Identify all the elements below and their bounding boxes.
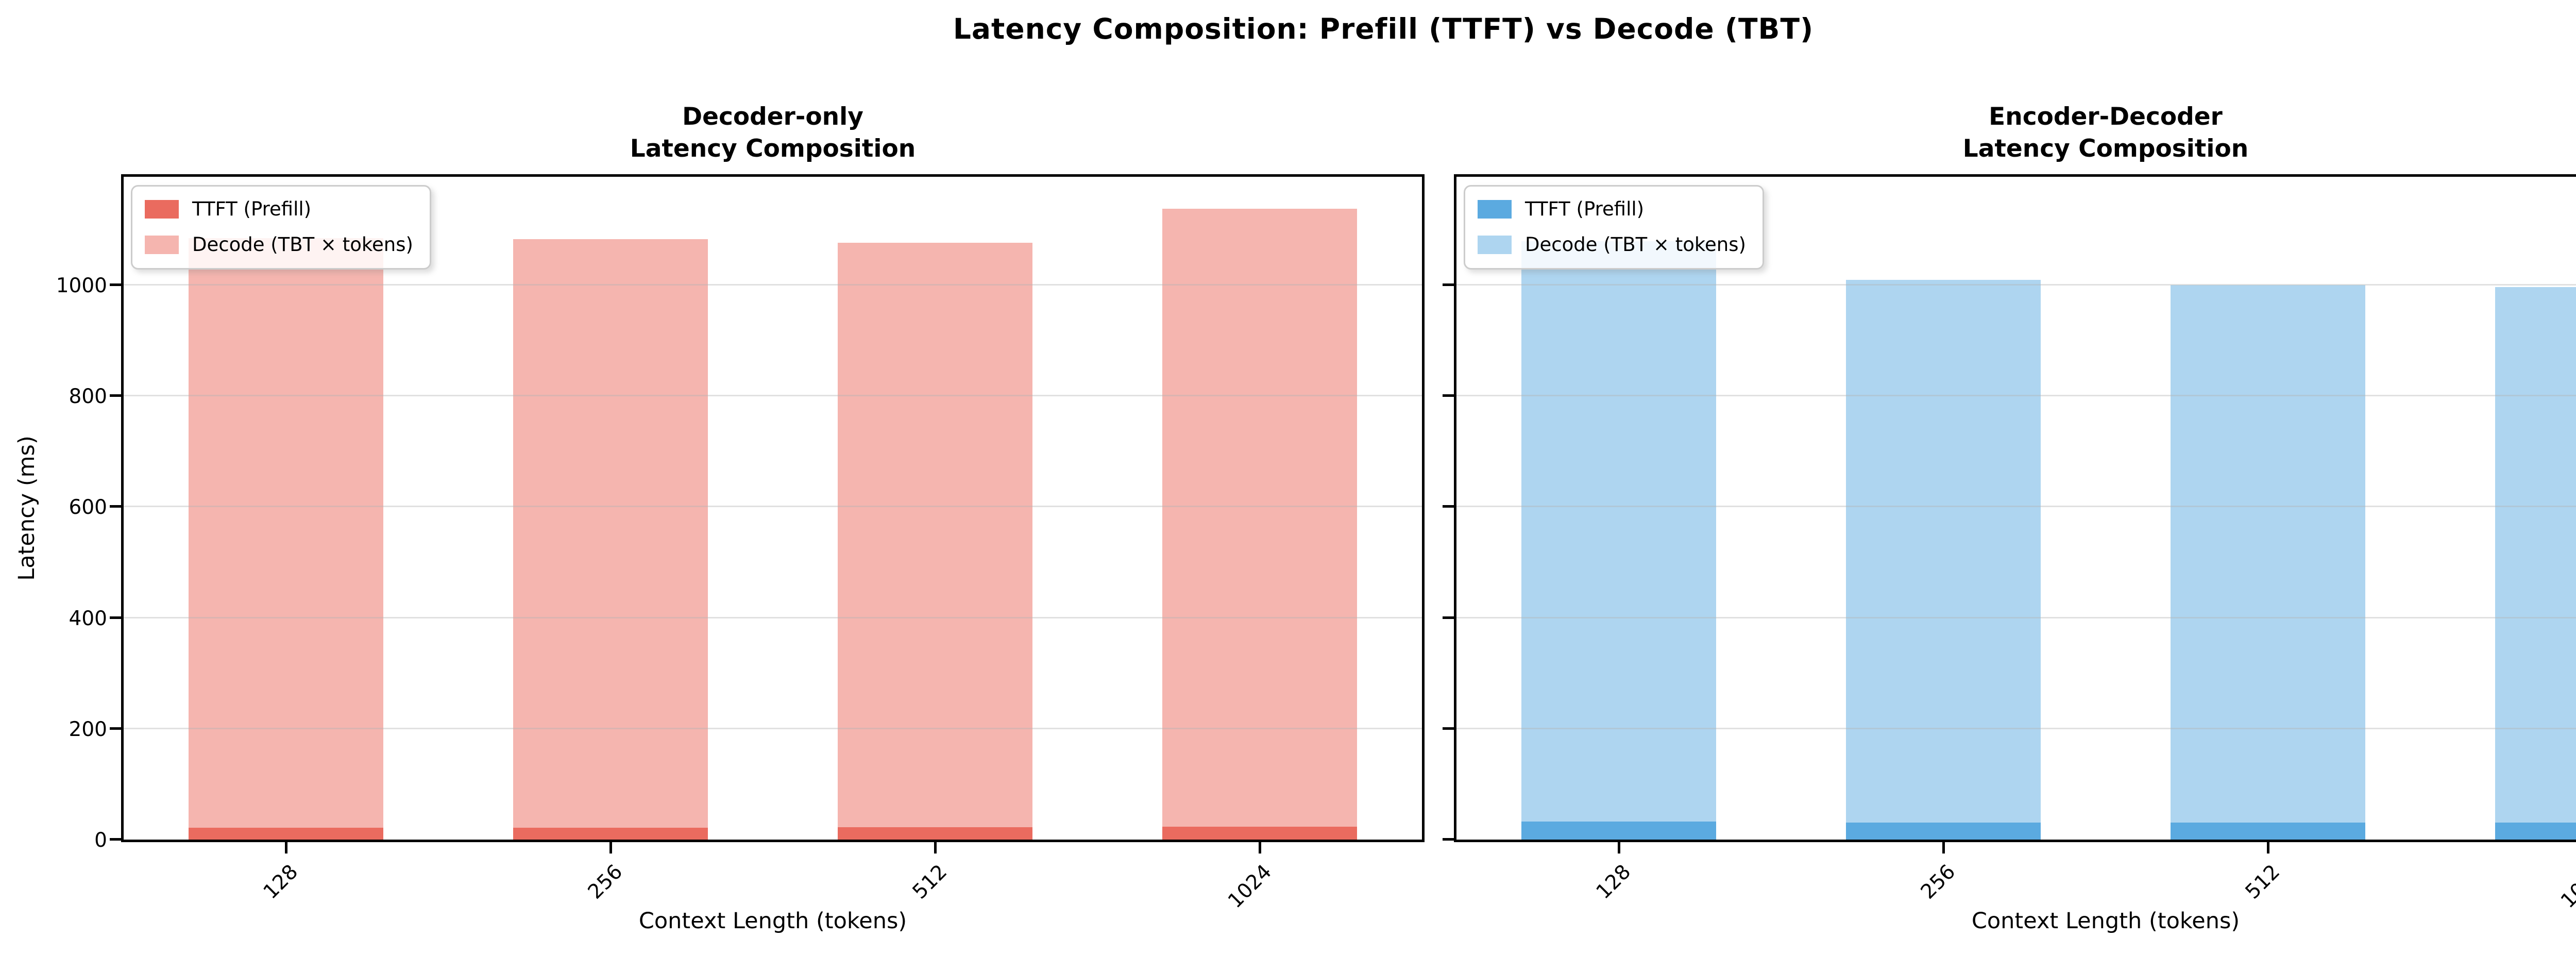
ttft-bar-segment: [1162, 827, 1357, 840]
subplot-title-encoder-decoder: Encoder-Decoder Latency Composition: [1962, 103, 2249, 163]
y-tick-label: 200: [69, 717, 107, 741]
decode-bar-segment: [1521, 241, 1716, 822]
legend-row: Decode (TBT × tokens): [145, 233, 413, 256]
decode-bar-segment: [2495, 287, 2576, 823]
ttft-bar-segment: [2171, 822, 2365, 840]
encoder-decoder-plot-area: TTFT (Prefill) Decode (TBT × tokens) 128…: [1443, 174, 2576, 913]
y-tick-mark: [110, 505, 121, 508]
y-tick-mark: [1443, 616, 1454, 619]
y-tick-label: 0: [94, 829, 107, 852]
x-tick-mark: [2267, 842, 2269, 853]
x-tick-mark: [1618, 842, 1620, 853]
decode-legend-swatch: [145, 235, 179, 254]
y-tick-mark: [110, 838, 121, 841]
x-tick-label: 1024: [2556, 860, 2576, 913]
x-tick-mark: [1259, 842, 1261, 853]
decoder-only-plot-area: TTFT (Prefill) Decode (TBT × tokens) 128…: [56, 174, 1425, 913]
ttft-legend-swatch: [145, 199, 179, 219]
decode-bar-segment: [1846, 280, 2041, 823]
decode-bar-segment: [1162, 209, 1357, 827]
y-tick-mark: [110, 283, 121, 286]
y-tick-mark: [1443, 394, 1454, 397]
x-tick-mark: [609, 842, 612, 853]
ttft-legend-label: TTFT (Prefill): [1525, 198, 1645, 220]
ttft-legend-label: TTFT (Prefill): [192, 198, 312, 220]
ttft-bar-segment: [189, 828, 383, 840]
legend-row: TTFT (Prefill): [145, 198, 413, 220]
decode-bar-segment: [189, 238, 383, 828]
ttft-bar-segment: [513, 828, 708, 840]
x-tick-label: 512: [908, 860, 952, 904]
x-tick-label: 1024: [1223, 860, 1276, 913]
y-axis-label: Latency (ms): [14, 436, 40, 581]
x-tick-label: 128: [1591, 860, 1635, 904]
y-tick-label: 400: [69, 607, 107, 630]
y-tick-mark: [1443, 505, 1454, 508]
ttft-legend-swatch: [1478, 199, 1512, 219]
ttft-bar-segment: [838, 827, 1032, 840]
y-tick-mark: [1443, 838, 1454, 841]
decode-legend-swatch: [1478, 235, 1512, 254]
ttft-bar-segment: [1521, 821, 1716, 840]
x-tick-mark: [934, 842, 937, 853]
decode-bar-segment: [838, 243, 1032, 828]
legend: TTFT (Prefill) Decode (TBT × tokens): [131, 185, 431, 270]
figure-title: Latency Composition: Prefill (TTFT) vs D…: [953, 12, 1814, 45]
y-tick-mark: [1443, 727, 1454, 730]
subplot-title-decoder-only: Decoder-only Latency Composition: [630, 103, 916, 163]
y-tick-label: 800: [69, 385, 107, 409]
y-tick-mark: [110, 727, 121, 730]
y-tick-mark: [110, 616, 121, 619]
x-axis-label: Context Length (tokens): [638, 908, 907, 934]
x-tick-mark: [1942, 842, 1945, 853]
x-tick-label: 256: [583, 860, 627, 904]
ttft-bar-segment: [2495, 822, 2576, 840]
x-axis-label: Context Length (tokens): [1971, 908, 2240, 934]
y-tick-mark: [1443, 283, 1454, 286]
ttft-bar-segment: [1846, 822, 2041, 840]
decode-bar-segment: [513, 239, 708, 828]
legend-row: Decode (TBT × tokens): [1478, 233, 1746, 256]
x-tick-label: 128: [259, 860, 302, 904]
decode-bar-segment: [2171, 284, 2365, 823]
decode-legend-label: Decode (TBT × tokens): [192, 233, 413, 256]
x-tick-mark: [285, 842, 287, 853]
y-tick-label: 1000: [56, 274, 107, 297]
x-tick-label: 256: [1916, 860, 1960, 904]
x-tick-label: 512: [2241, 860, 2284, 904]
decode-legend-label: Decode (TBT × tokens): [1525, 233, 1746, 256]
legend: TTFT (Prefill) Decode (TBT × tokens): [1464, 185, 1764, 270]
y-tick-label: 600: [69, 496, 107, 520]
legend-row: TTFT (Prefill): [1478, 198, 1746, 220]
y-tick-mark: [110, 394, 121, 397]
